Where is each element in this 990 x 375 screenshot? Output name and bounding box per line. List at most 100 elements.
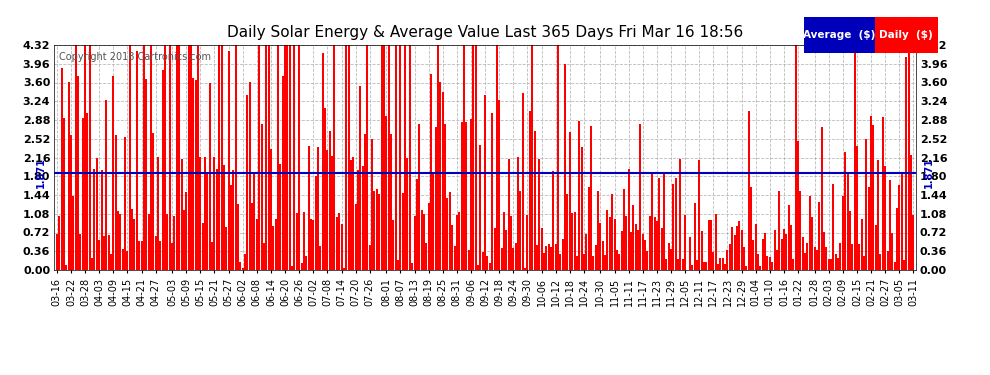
Bar (851, 244, 853, 270)
Bar (491, 113, 493, 270)
Bar (564, 64, 566, 270)
Bar (416, 178, 418, 270)
Bar (270, 149, 272, 270)
Bar (677, 258, 679, 270)
Bar (103, 236, 105, 270)
Bar (426, 243, 428, 270)
Bar (515, 243, 517, 270)
Bar (136, 51, 138, 270)
Bar (595, 245, 597, 270)
Bar (373, 191, 375, 270)
Bar (218, 45, 220, 270)
Bar (240, 261, 242, 270)
Bar (840, 243, 842, 270)
Bar (896, 208, 898, 270)
Bar (291, 266, 293, 270)
Bar (842, 196, 843, 270)
Bar (166, 214, 168, 270)
Bar (251, 203, 253, 270)
Bar (421, 210, 423, 270)
Bar (642, 234, 644, 270)
Bar (882, 117, 884, 270)
Bar (773, 230, 775, 270)
Bar (242, 268, 244, 270)
Bar (482, 252, 484, 270)
Bar (209, 84, 211, 270)
Bar (703, 262, 705, 270)
Bar (590, 126, 592, 270)
Bar (301, 262, 303, 270)
Bar (183, 210, 185, 270)
Bar (460, 122, 462, 270)
Bar (503, 212, 505, 270)
Bar (445, 124, 446, 270)
Bar (759, 266, 761, 270)
Bar (380, 45, 382, 270)
Bar (437, 45, 439, 270)
Bar (463, 45, 465, 270)
Bar (757, 254, 759, 270)
Bar (253, 172, 255, 270)
Bar (341, 224, 343, 270)
Bar (108, 235, 110, 270)
Bar (844, 152, 846, 270)
Bar (216, 169, 218, 270)
Bar (736, 226, 738, 270)
Bar (675, 178, 677, 270)
Bar (554, 244, 556, 270)
Bar (790, 225, 792, 270)
Bar (780, 238, 783, 270)
Bar (498, 100, 500, 270)
Bar (732, 227, 734, 270)
Bar (79, 234, 81, 270)
Bar (308, 146, 310, 270)
Bar (628, 169, 630, 270)
Bar (484, 95, 486, 270)
Bar (710, 220, 712, 270)
Bar (838, 258, 840, 270)
Bar (513, 248, 515, 270)
Bar (561, 239, 563, 270)
Bar (141, 241, 143, 270)
Bar (557, 45, 559, 270)
Bar (168, 45, 170, 270)
Text: Copyright 2018 Cartronics.com: Copyright 2018 Cartronics.com (58, 52, 211, 62)
Bar (823, 232, 825, 270)
Bar (532, 45, 534, 270)
Bar (336, 217, 338, 270)
Bar (802, 237, 804, 270)
Bar (453, 246, 455, 270)
Bar (409, 45, 411, 270)
Bar (383, 45, 385, 270)
Bar (124, 137, 126, 270)
Bar (816, 251, 818, 270)
Bar (536, 245, 538, 270)
Bar (192, 78, 194, 270)
Bar (894, 262, 896, 270)
Bar (863, 256, 865, 270)
Bar (830, 259, 832, 270)
Bar (510, 216, 512, 270)
Bar (853, 45, 855, 270)
Bar (399, 45, 401, 270)
Bar (433, 173, 435, 270)
Bar (477, 264, 479, 270)
Bar (204, 157, 206, 270)
Bar (143, 45, 145, 270)
Bar (764, 233, 766, 270)
Bar (860, 219, 862, 270)
Bar (783, 229, 785, 270)
Bar (785, 234, 787, 270)
Bar (190, 45, 192, 270)
Bar (679, 159, 681, 270)
Bar (211, 242, 213, 270)
Bar (672, 184, 674, 270)
Bar (623, 189, 625, 270)
Bar (72, 196, 74, 270)
Bar (729, 244, 731, 270)
Bar (230, 185, 232, 270)
Bar (741, 230, 742, 270)
Bar (139, 241, 141, 270)
Bar (164, 45, 166, 270)
Bar (534, 131, 536, 270)
